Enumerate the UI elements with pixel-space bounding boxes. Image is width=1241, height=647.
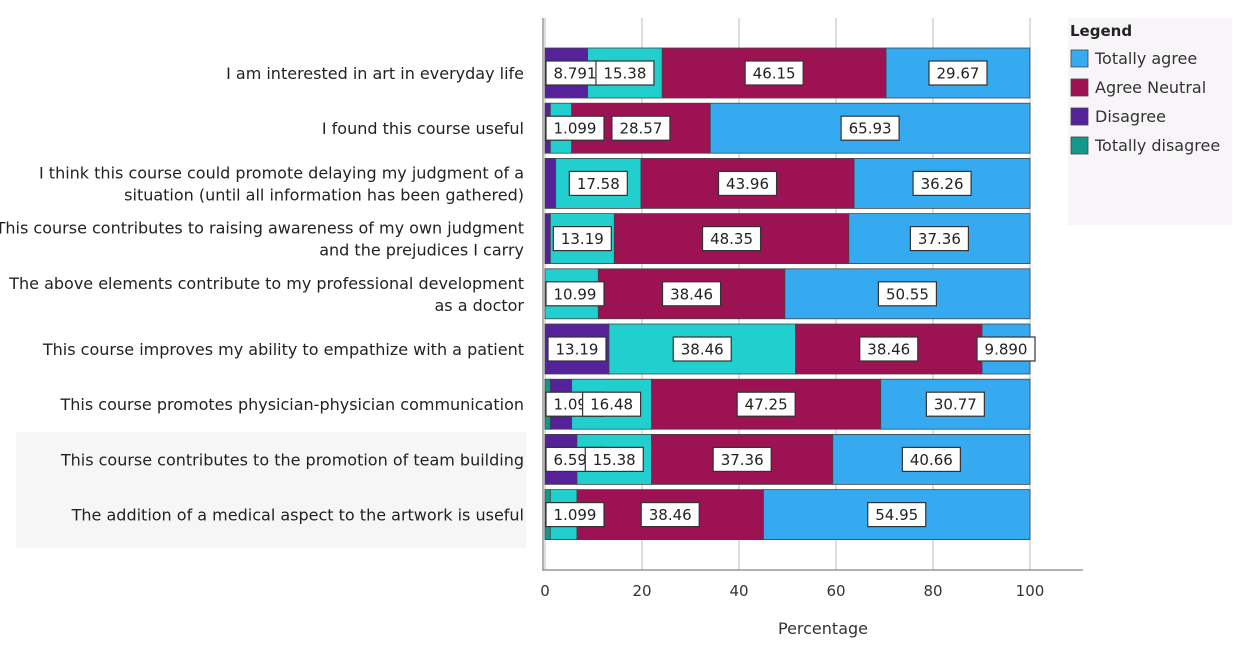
x-tick-label: 60 [826, 582, 845, 600]
data-label: 37.36 [712, 446, 772, 472]
category-label: I think this course could promote delayi… [39, 163, 524, 182]
data-label: 65.93 [840, 115, 900, 141]
category-label: and the prejudices I carry [319, 241, 524, 260]
svg-text:13.19: 13.19 [561, 230, 604, 248]
svg-text:36.26: 36.26 [921, 175, 964, 193]
category-label: The addition of a medical aspect to the … [71, 506, 524, 525]
svg-text:38.46: 38.46 [670, 285, 713, 303]
label-background [16, 432, 526, 548]
svg-text:38.46: 38.46 [649, 506, 692, 524]
data-label: 8.791 [545, 60, 605, 86]
data-label: 47.25 [736, 391, 796, 417]
category-label: This course improves my ability to empat… [42, 340, 524, 359]
svg-text:15.38: 15.38 [603, 65, 646, 83]
data-label: 15.38 [584, 446, 644, 472]
legend-swatch [1070, 136, 1089, 155]
legend-entry: Agree Neutral [1095, 78, 1206, 97]
svg-text:38.46: 38.46 [867, 341, 910, 359]
svg-text:30.77: 30.77 [934, 396, 977, 414]
svg-text:9.890: 9.890 [985, 341, 1028, 359]
data-label: 40.66 [901, 446, 961, 472]
svg-text:29.67: 29.67 [937, 65, 980, 83]
legend-swatch [1070, 107, 1089, 126]
bar-segment-disagree [544, 157, 557, 209]
data-label: 10.99 [545, 281, 605, 307]
svg-text:1.099: 1.099 [554, 120, 597, 138]
svg-text:37.36: 37.36 [918, 230, 961, 248]
svg-text:15.38: 15.38 [593, 451, 636, 469]
data-label: 13.19 [547, 336, 607, 362]
legend-swatch [1070, 49, 1089, 68]
legend: Legend Totally agree Agree Neutral Disagree… [1068, 18, 1232, 225]
x-tick-label: 0 [540, 582, 550, 600]
data-label: 54.95 [867, 502, 927, 528]
x-tick-label: 80 [923, 582, 942, 600]
data-label: 37.36 [909, 226, 970, 252]
x-tick-label: 40 [729, 582, 748, 600]
svg-text:46.15: 46.15 [753, 65, 796, 83]
data-label: 38.46 [859, 336, 919, 362]
svg-text:47.25: 47.25 [745, 396, 788, 414]
svg-text:10.99: 10.99 [554, 285, 597, 303]
data-label: 1.099 [545, 502, 605, 528]
category-label: This course contributes to raising aware… [0, 219, 524, 238]
data-label: 15.38 [595, 60, 655, 86]
bar-segment-disagree [544, 213, 551, 265]
svg-text:54.95: 54.95 [875, 506, 918, 524]
svg-text:1.099: 1.099 [554, 506, 597, 524]
svg-text:43.96: 43.96 [726, 175, 769, 193]
legend-swatch [1070, 78, 1089, 97]
x-tick-label: 20 [632, 582, 651, 600]
svg-text:17.58: 17.58 [577, 175, 620, 193]
data-label: 46.15 [744, 60, 804, 86]
svg-text:40.66: 40.66 [910, 451, 953, 469]
svg-text:50.55: 50.55 [886, 285, 929, 303]
category-label: This course promotes physician-physician… [60, 395, 525, 414]
data-label: 28.57 [611, 115, 671, 141]
data-label: 16.48 [582, 391, 642, 417]
category-label: This course contributes to the promotion… [60, 450, 524, 469]
svg-text:48.35: 48.35 [710, 230, 753, 248]
data-label: 38.46 [672, 336, 732, 362]
data-label: 38.46 [661, 281, 722, 307]
category-label: situation (until all information has bee… [124, 185, 524, 204]
data-label: 36.26 [912, 170, 972, 196]
x-axis-label: Percentage [778, 619, 868, 638]
data-label: 1.099 [545, 115, 605, 141]
data-label: 9.890 [976, 336, 1036, 362]
x-tick-label: 100 [1016, 582, 1045, 600]
category-label: as a doctor [435, 296, 525, 315]
legend-title: Legend [1070, 22, 1132, 40]
data-label: 43.96 [717, 170, 778, 196]
data-label: 30.77 [925, 391, 985, 417]
category-label: I am interested in art in everyday life [226, 64, 524, 83]
legend-entry: Disagree [1095, 107, 1166, 126]
data-label: 48.35 [701, 226, 762, 252]
legend-entry: Totally disagree [1094, 136, 1220, 155]
svg-text:65.93: 65.93 [849, 120, 892, 138]
bar-segment-totally-agree [784, 268, 1031, 320]
svg-text:13.19: 13.19 [556, 341, 599, 359]
data-label: 50.55 [877, 281, 938, 307]
svg-text:38.46: 38.46 [681, 341, 724, 359]
data-label: 29.67 [928, 60, 988, 86]
svg-text:8.791: 8.791 [554, 65, 597, 83]
svg-text:28.57: 28.57 [619, 120, 662, 138]
svg-text:37.36: 37.36 [721, 451, 764, 469]
data-label: 38.46 [640, 502, 700, 528]
category-label: The above elements contribute to my prof… [8, 274, 524, 293]
category-label: I found this course useful [322, 119, 524, 138]
legend-entry: Totally agree [1094, 49, 1197, 68]
data-label: 17.58 [568, 170, 628, 196]
data-label: 13.19 [552, 226, 612, 252]
svg-text:16.48: 16.48 [590, 396, 633, 414]
